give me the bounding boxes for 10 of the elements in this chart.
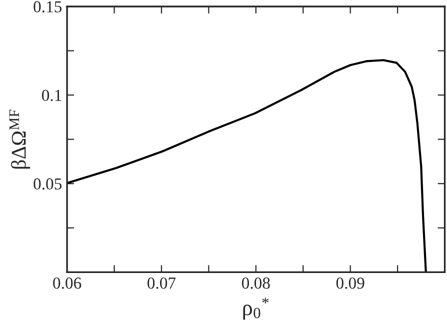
y-tick-label: 0.1 bbox=[42, 90, 62, 102]
y-tick-label: 0.15 bbox=[34, 1, 62, 12]
x-axis-title: ρ$_{0}$$^{*}$ bbox=[243, 298, 269, 320]
x-tick-label: 0.07 bbox=[148, 278, 176, 289]
x-tick-label: 0.09 bbox=[336, 278, 364, 289]
y-axis-title: βΔΩ$^{MF}$ bbox=[9, 110, 30, 169]
y-tick-label: 0.05 bbox=[34, 178, 62, 190]
x-tick-label: 0.08 bbox=[242, 278, 270, 289]
x-tick-label: 0.06 bbox=[53, 278, 82, 289]
line-series bbox=[67, 59, 427, 272]
